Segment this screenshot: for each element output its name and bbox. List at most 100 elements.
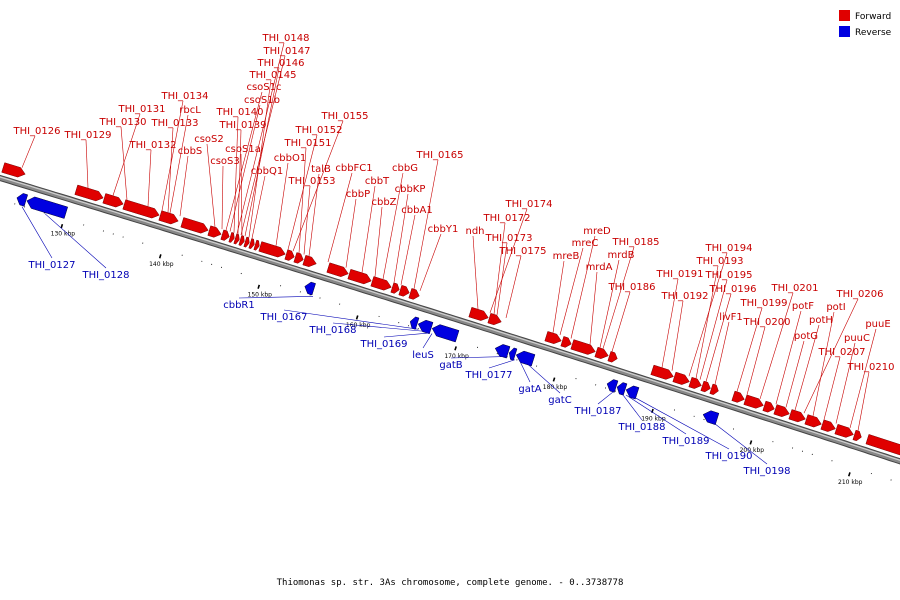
forward-gene[interactable] [398,284,410,297]
forward-gene-label[interactable]: THI_0152 [294,125,342,136]
forward-gene-label[interactable]: THI_0147 [262,46,310,57]
forward-gene-label[interactable]: cbbO1 [274,153,306,164]
forward-gene[interactable] [228,231,235,243]
forward-gene[interactable] [180,217,209,234]
forward-gene-label[interactable]: THI_0131 [117,104,165,115]
forward-gene[interactable] [709,383,719,395]
forward-gene[interactable] [238,235,245,246]
forward-gene-label[interactable]: csoS1a [225,144,261,155]
reverse-gene-label[interactable]: gatA [518,384,541,395]
forward-gene-label[interactable]: csoS1b [244,95,280,106]
reverse-gene-label[interactable]: THI_0198 [742,466,790,477]
forward-gene-label[interactable]: cbbG [392,163,418,174]
forward-gene[interactable] [370,276,392,291]
forward-gene-label[interactable]: csoS3 [210,156,240,167]
forward-gene-label[interactable]: THI_0126 [12,126,60,137]
forward-gene[interactable] [852,429,862,442]
forward-gene-label[interactable]: THI_0191 [655,269,703,280]
forward-gene[interactable] [560,336,572,348]
forward-gene-label[interactable]: mrdA [586,262,613,273]
forward-gene-label[interactable]: cbbFC1 [335,163,372,174]
forward-gene-label[interactable]: THI_0174 [504,199,552,210]
forward-gene[interactable] [650,364,674,380]
reverse-gene-label[interactable]: leuS [412,350,434,361]
reverse-gene[interactable] [702,410,720,426]
forward-gene-label[interactable]: puuE [865,319,890,330]
forward-gene-label[interactable]: THI_0132 [128,140,176,151]
forward-gene[interactable] [74,184,104,202]
reverse-gene-label[interactable]: THI_0177 [464,370,512,381]
forward-gene[interactable] [102,193,124,208]
reverse-gene-label[interactable]: THI_0190 [704,451,752,462]
forward-gene-label[interactable]: livF1 [719,312,743,323]
forward-gene-label[interactable]: potH [809,315,833,326]
forward-gene[interactable] [834,423,854,438]
forward-gene-label[interactable]: THI_0145 [248,70,296,81]
forward-gene-label[interactable]: THI_0193 [695,256,743,267]
reverse-gene[interactable] [625,385,640,400]
forward-gene-label[interactable]: THI_0172 [482,213,530,224]
forward-gene[interactable] [233,233,240,245]
reverse-gene[interactable] [606,379,619,393]
forward-gene-label[interactable]: THI_0185 [611,237,659,248]
forward-gene-label[interactable]: THI_0133 [150,118,198,129]
forward-gene-label[interactable]: mreD [583,226,611,237]
forward-gene[interactable] [672,371,690,385]
forward-gene-label[interactable]: puuC [844,333,870,344]
forward-gene-label[interactable]: THI_0140 [215,107,263,118]
reverse-gene-label[interactable]: THI_0188 [617,422,665,433]
forward-gene-label[interactable]: mreB [553,251,580,262]
forward-gene-label[interactable]: cbbP [346,189,370,200]
forward-gene[interactable] [243,236,250,248]
forward-gene[interactable] [408,288,420,300]
forward-gene[interactable] [248,238,255,249]
reverse-gene-label[interactable]: THI_0187 [573,406,621,417]
reverse-gene-label[interactable]: THI_0189 [661,436,709,447]
reverse-gene[interactable] [417,319,434,335]
forward-gene[interactable] [804,414,822,428]
forward-gene[interactable] [390,282,400,294]
forward-gene-label[interactable]: THI_0175 [498,246,546,257]
forward-gene-label[interactable]: csoS2 [194,134,224,145]
forward-gene-label[interactable]: THI_0153 [287,176,335,187]
reverse-gene-label[interactable]: THI_0168 [308,325,356,336]
forward-gene[interactable] [731,390,745,403]
reverse-gene[interactable] [515,350,536,367]
reverse-gene[interactable] [409,316,420,330]
forward-gene[interactable] [293,252,304,264]
forward-gene[interactable] [865,434,900,456]
forward-gene-label[interactable]: THI_0195 [704,270,752,281]
forward-gene-label[interactable]: potI [826,302,845,313]
reverse-gene-label[interactable]: cbbR1 [223,300,255,311]
forward-gene-label[interactable]: cbbKP [395,184,426,195]
forward-gene-label[interactable]: THI_0151 [283,138,331,149]
forward-gene-label[interactable]: cbbS [178,146,203,157]
forward-gene[interactable] [122,199,160,219]
forward-gene[interactable] [544,331,562,344]
forward-gene[interactable] [468,306,489,321]
forward-gene-label[interactable]: THI_0134 [160,91,208,102]
forward-gene-label[interactable]: THI_0165 [415,150,463,161]
forward-gene-label[interactable]: THI_0186 [607,282,655,293]
forward-gene-label[interactable]: THI_0200 [742,317,790,328]
forward-gene-label[interactable]: mrdB [608,250,635,261]
forward-gene-label[interactable]: THI_0192 [660,291,708,302]
forward-gene[interactable] [258,241,286,258]
forward-gene[interactable] [688,376,702,389]
forward-gene-label[interactable]: THI_0196 [708,284,756,295]
reverse-gene[interactable] [431,324,460,343]
forward-gene[interactable] [788,409,806,423]
reverse-gene-label[interactable]: THI_0128 [81,270,129,281]
forward-gene[interactable] [594,346,609,359]
reverse-gene-label[interactable]: gatC [548,395,571,406]
forward-gene-label[interactable]: cbbQ1 [251,166,283,177]
forward-gene-label[interactable]: cbbA1 [401,205,432,216]
forward-gene-label[interactable]: ndh [465,226,484,237]
forward-gene-label[interactable]: cbbY1 [428,224,459,235]
reverse-gene[interactable] [26,196,69,219]
reverse-gene-label[interactable]: THI_0127 [27,260,75,271]
forward-gene[interactable] [253,239,260,251]
forward-gene[interactable] [326,262,349,277]
reverse-gene[interactable] [16,193,29,207]
forward-gene[interactable] [820,419,836,432]
